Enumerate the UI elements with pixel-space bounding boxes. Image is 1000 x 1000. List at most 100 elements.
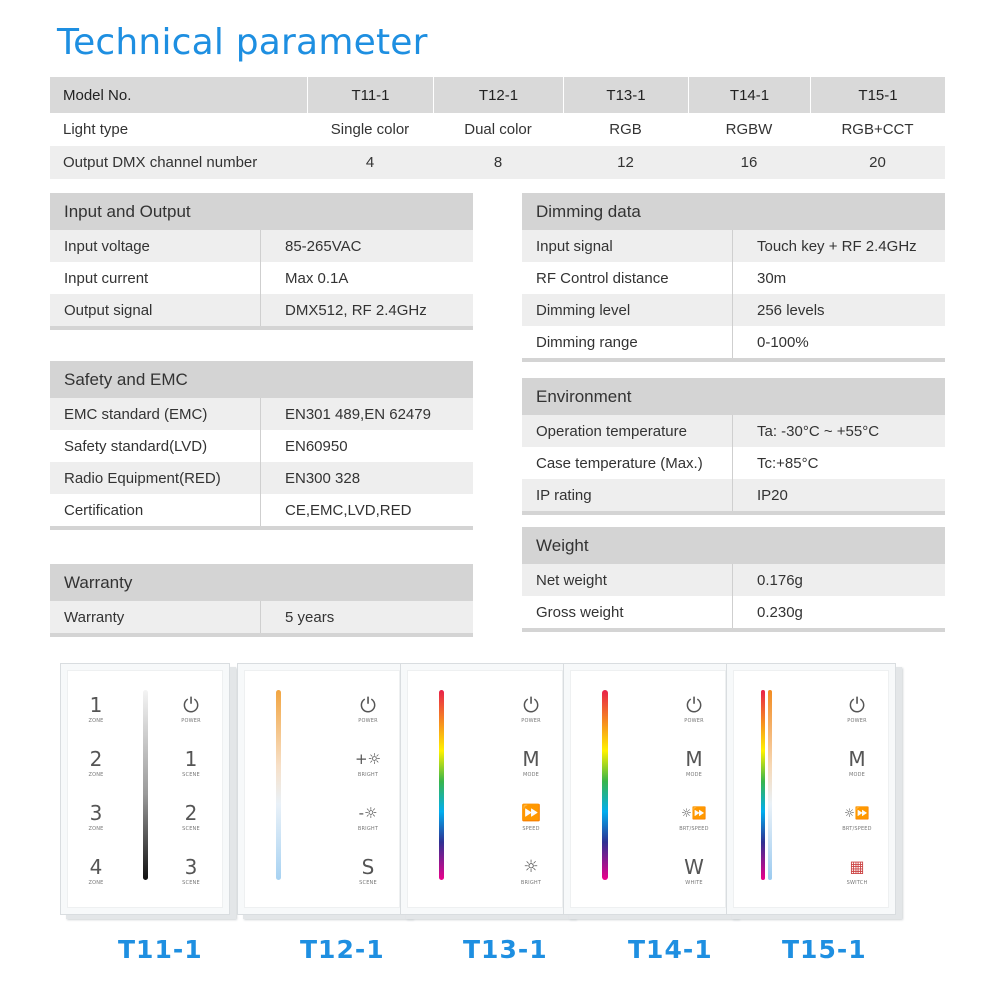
row-value: Max 0.1A — [260, 262, 473, 294]
rgb-slider — [761, 690, 765, 880]
table-row: Dimming range 0-100% — [522, 326, 945, 358]
table-row: IP rating IP20 — [522, 479, 945, 511]
key-caption: BRT/SPEED — [679, 826, 709, 832]
spec-table: Model No. T11-1 T12-1 T13-1 T14-1 T15-1 … — [50, 77, 945, 179]
key-caption: ZONE — [88, 826, 104, 832]
row-key: Dimming range — [536, 333, 638, 351]
table-row: Operation temperature Ta: -30°C ~ +55°C — [522, 415, 945, 447]
mode-key: M MODE — [511, 748, 551, 778]
spec-cell: Light type — [63, 121, 129, 138]
table-row: Input signal Touch key + RF 2.4GHz — [522, 230, 945, 262]
spec-header-cell: T11-1 — [307, 77, 433, 113]
speed-icon: ⏩ — [521, 803, 541, 822]
key-caption: MODE — [522, 772, 540, 778]
spec-cell: 4 — [365, 154, 375, 171]
zone-4-key: 4 ZONE — [76, 856, 116, 886]
key-caption: SPEED — [522, 826, 540, 832]
table-row: Dimming level 256 levels — [522, 294, 945, 326]
product-label: T11-1 — [118, 935, 203, 964]
section-heading: Safety and EMC — [50, 361, 473, 398]
spec-row: Light type Single color Dual color RGB R… — [50, 113, 945, 146]
panel-t14-1: ⏻ POWER M MODE ☼⏩ BRT/SPEED W WHITE — [563, 663, 733, 915]
spec-header-row: Model No. T11-1 T12-1 T13-1 T14-1 T15-1 — [50, 77, 945, 113]
spec-cell: Output DMX channel number — [63, 154, 258, 171]
brightness-key: ☼ BRIGHT — [511, 856, 551, 886]
table-row: Warranty 5 years — [50, 601, 473, 633]
section-heading: Input and Output — [50, 193, 473, 230]
bright-speed-key: ☼⏩ BRT/SPEED — [837, 802, 877, 832]
table-bottom-rule — [50, 326, 473, 330]
row-value: 85-265VAC — [260, 230, 473, 262]
row-key: Output signal — [64, 301, 153, 319]
row-key: EMC standard (EMC) — [64, 405, 208, 423]
power-icon: ⏻ — [849, 693, 865, 717]
row-key: Safety standard(LVD) — [64, 437, 208, 455]
row-key: RF Control distance — [536, 269, 669, 287]
power-icon: ⏻ — [686, 693, 702, 717]
panel-t12-1: ⏻ POWER +☼ BRIGHT -☼ BRIGHT S SCENE — [237, 663, 407, 915]
row-value: Tc:+85°C — [732, 447, 945, 479]
zone-1-key: 1 ZONE — [76, 694, 116, 724]
table-row: Safety standard(LVD) EN60950 — [50, 430, 473, 462]
row-value: Ta: -30°C ~ +55°C — [732, 415, 945, 447]
mode-key: M MODE — [674, 748, 714, 778]
spec-header-cell: Model No. — [63, 86, 132, 104]
key-symbol: 3 — [89, 801, 103, 825]
row-value: EN60950 — [260, 430, 473, 462]
key-caption: BRIGHT — [520, 880, 542, 886]
section-heading: Dimming data — [522, 193, 945, 230]
dimming-table: Dimming data Input signal Touch key + RF… — [522, 193, 945, 362]
row-key: Dimming level — [536, 301, 631, 319]
row-value: EN300 328 — [260, 462, 473, 494]
section-heading: Weight — [522, 527, 945, 564]
rgb-slider — [602, 690, 608, 880]
table-row: Input current Max 0.1A — [50, 262, 473, 294]
section-heading: Warranty — [50, 564, 473, 601]
row-key: Warranty — [64, 608, 125, 626]
mode-key: M MODE — [837, 748, 877, 778]
panel-t15-1: ⏻ POWER M MODE ☼⏩ BRT/SPEED ▦ SWITCH — [726, 663, 896, 915]
key-symbol: M — [522, 747, 540, 771]
power-key: ⏻ POWER — [837, 694, 877, 724]
row-key: Net weight — [536, 571, 607, 589]
brightness-up-key: +☼ BRIGHT — [348, 748, 388, 778]
power-key: ⏻ POWER — [348, 694, 388, 724]
power-icon: ⏻ — [523, 693, 539, 717]
table-row: Gross weight 0.230g — [522, 596, 945, 628]
row-key: IP rating — [536, 486, 592, 504]
table-bottom-rule — [50, 633, 473, 637]
key-caption: WHITE — [685, 880, 703, 886]
row-key: Input current — [64, 269, 149, 287]
spec-header-cell: T13-1 — [563, 77, 688, 113]
dimming-slider — [143, 690, 148, 880]
product-label: T15-1 — [782, 935, 867, 964]
row-value: CE,EMC,LVD,RED — [260, 494, 473, 526]
key-caption: MODE — [848, 772, 866, 778]
spec-cell: Single color — [330, 121, 410, 138]
section-heading: Environment — [522, 378, 945, 415]
key-caption: ZONE — [88, 880, 104, 886]
row-value: DMX512, RF 2.4GHz — [260, 294, 473, 326]
product-label: T12-1 — [300, 935, 385, 964]
rgb-slider — [439, 690, 444, 880]
key-caption: SCENE — [182, 826, 200, 832]
key-caption: BRIGHT — [357, 826, 379, 832]
scene-2-key: 2 SCENE — [171, 802, 211, 832]
key-caption: ZONE — [88, 718, 104, 724]
input-output-table: Input and Output Input voltage 85-265VAC… — [50, 193, 473, 330]
zone-3-key: 3 ZONE — [76, 802, 116, 832]
spec-cell: RGB — [609, 121, 642, 138]
key-caption: POWER — [684, 718, 704, 724]
row-key: Radio Equipment(RED) — [64, 469, 221, 487]
key-symbol: S — [361, 855, 375, 879]
power-key: ⏻ POWER — [171, 694, 211, 724]
warranty-table: Warranty Warranty 5 years — [50, 564, 473, 637]
brightness-down-key: -☼ BRIGHT — [348, 802, 388, 832]
key-symbol: M — [848, 747, 866, 771]
bright-speed-key: ☼⏩ BRT/SPEED — [674, 802, 714, 832]
key-caption: ZONE — [88, 772, 104, 778]
spec-row: Output DMX channel number 4 8 12 16 20 — [50, 146, 945, 179]
key-caption: SCENE — [359, 880, 377, 886]
